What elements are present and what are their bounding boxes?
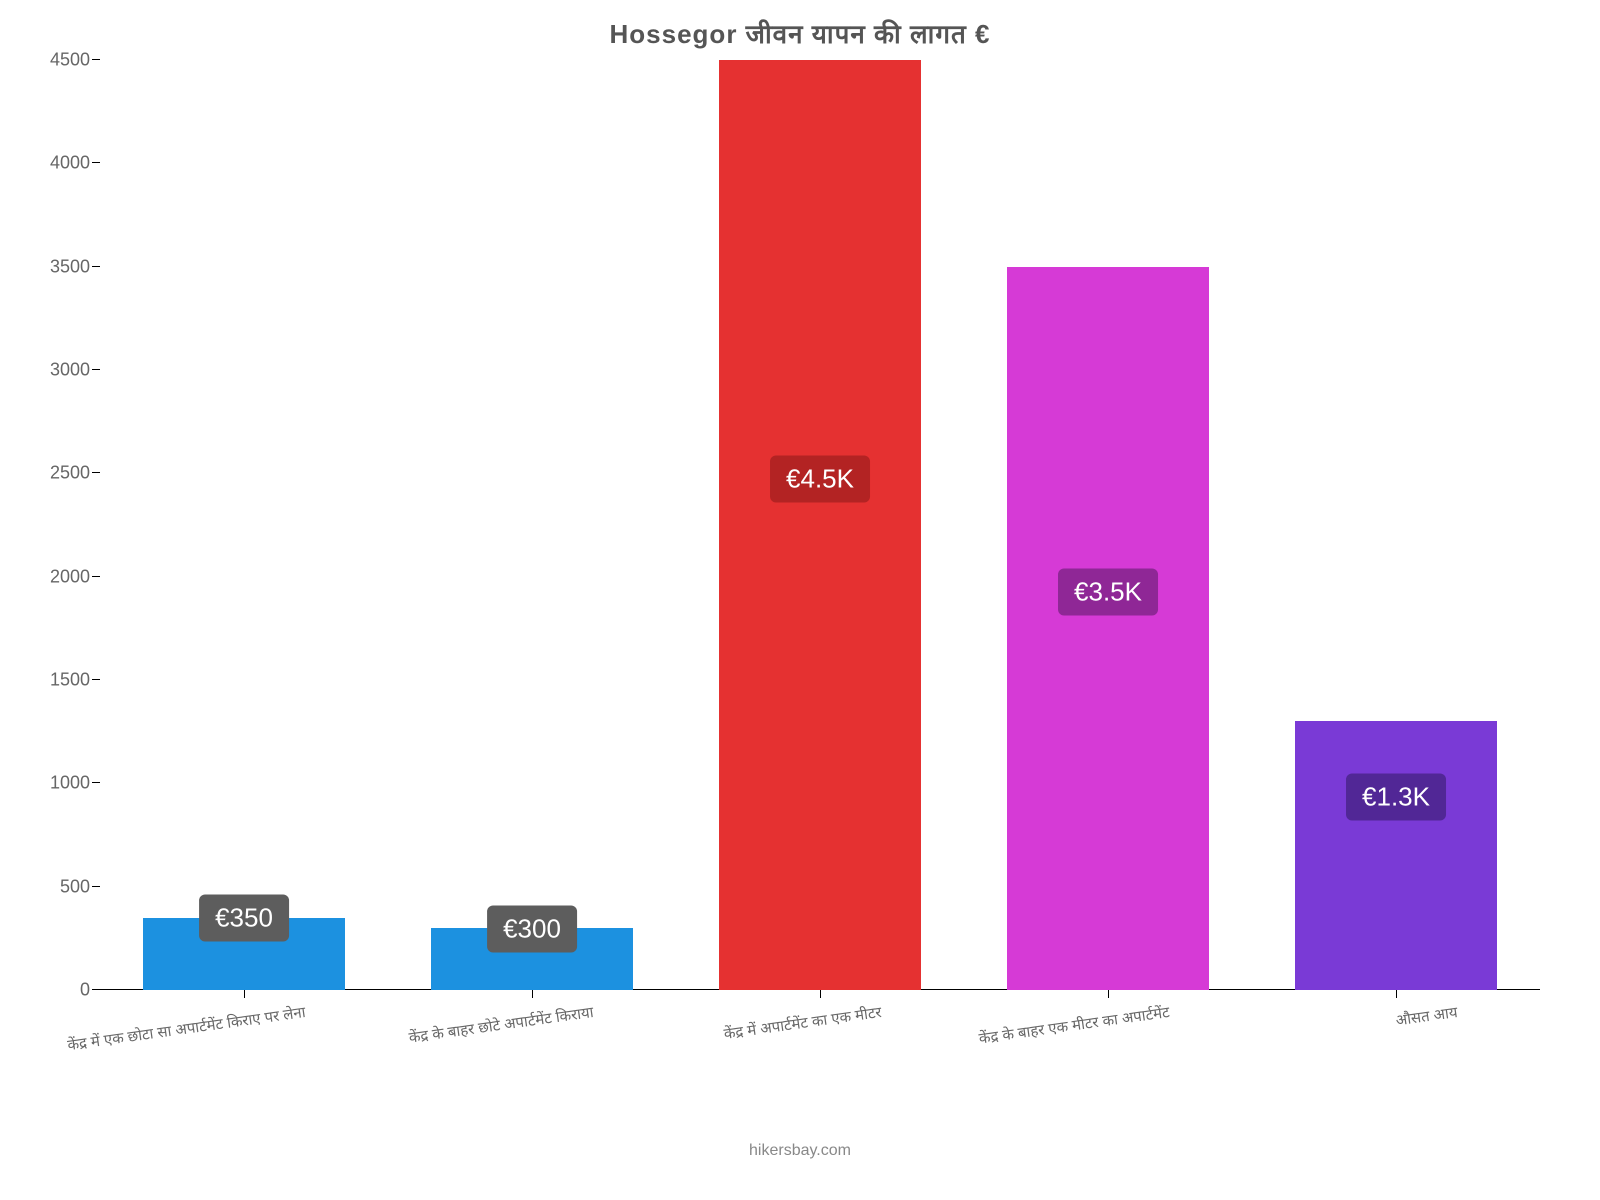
ytick-mark [92,679,100,680]
xtick-label: औसत आय [1394,1002,1458,1030]
chart-footer: hikersbay.com [0,1142,1600,1160]
bar [719,60,921,990]
ytick-mark [92,472,100,473]
ytick-mark [92,266,100,267]
ytick-label: 0 [45,980,90,1001]
xtick-label: केंद्र में अपार्टमेंट का एक मीटर [723,1002,883,1044]
xtick-label: केंद्र में एक छोटा सा अपार्टमेंट किराए प… [66,1002,307,1055]
ytick-label: 3000 [45,360,90,381]
ytick-mark [92,886,100,887]
xtick-mark [1108,990,1109,998]
xtick-mark [532,990,533,998]
xtick-label: केंद्र के बाहर छोटे अपार्टमेंट किराया [407,1002,594,1048]
ytick-mark [92,162,100,163]
xtick-label: केंद्र के बाहर एक मीटर का अपार्टमेंट [978,1002,1171,1049]
ytick-label: 1000 [45,773,90,794]
bar [1007,267,1209,990]
value-badge: €4.5K [770,455,870,502]
chart-title: Hossegor जीवन यापन की लागत € [0,15,1600,51]
ytick-label: 500 [45,876,90,897]
ytick-mark [92,59,100,60]
ytick-label: 2500 [45,463,90,484]
xtick-mark [244,990,245,998]
bar [1295,721,1497,990]
ytick-mark [92,782,100,783]
ytick-label: 3500 [45,256,90,277]
plot-area: 050010001500200025003000350040004500€350… [100,60,1540,990]
ytick-mark [92,369,100,370]
ytick-label: 4500 [45,50,90,71]
chart-container: Hossegor जीवन यापन की लागत € 05001000150… [0,0,1600,1200]
xtick-mark [820,990,821,998]
value-badge: €300 [487,905,577,952]
xtick-mark [1396,990,1397,998]
value-badge: €1.3K [1346,773,1446,820]
ytick-mark [92,576,100,577]
ytick-label: 4000 [45,153,90,174]
value-badge: €350 [199,895,289,942]
value-badge: €3.5K [1058,569,1158,616]
ytick-mark [92,989,100,990]
ytick-label: 1500 [45,670,90,691]
ytick-label: 2000 [45,566,90,587]
